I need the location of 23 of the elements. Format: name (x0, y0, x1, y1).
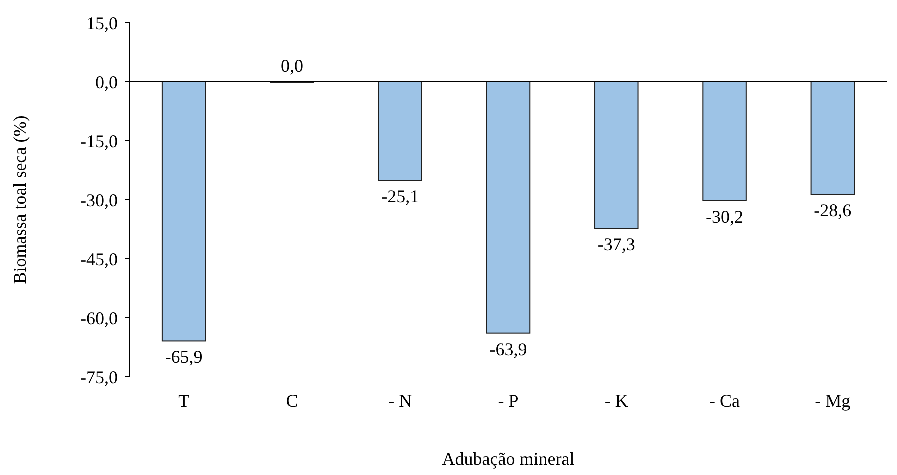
x-tick-label: - N (388, 391, 412, 411)
data-label: -25,1 (382, 186, 420, 207)
data-label: -30,2 (706, 206, 744, 227)
y-tick-label: -60,0 (80, 308, 118, 328)
y-tick-label: 15,0 (86, 13, 118, 34)
y-tick-label: -15,0 (80, 131, 118, 152)
y-tick-label: -45,0 (80, 249, 118, 270)
data-label: 0,0 (280, 56, 304, 76)
x-tick-label: - K (604, 391, 628, 411)
y-tick-label: 0,0 (96, 72, 118, 92)
x-tick-label: T (178, 391, 190, 411)
y-tick-label: -75,0 (80, 367, 118, 388)
data-label: -28,6 (814, 200, 852, 220)
y-axis-title: Biomassa toal seca (%) (10, 116, 30, 284)
data-label: -65,9 (165, 347, 203, 368)
x-axis-title: Adubação mineral (442, 449, 575, 469)
x-tick-label: - P (498, 391, 519, 411)
data-label: -37,3 (598, 234, 636, 255)
x-tick-label: - Mg (815, 391, 851, 411)
x-tick-label: - Ca (710, 391, 740, 411)
x-tick-label: C (286, 391, 298, 411)
y-tick-label: -30,0 (80, 190, 118, 210)
data-label: -63,9 (490, 339, 528, 360)
